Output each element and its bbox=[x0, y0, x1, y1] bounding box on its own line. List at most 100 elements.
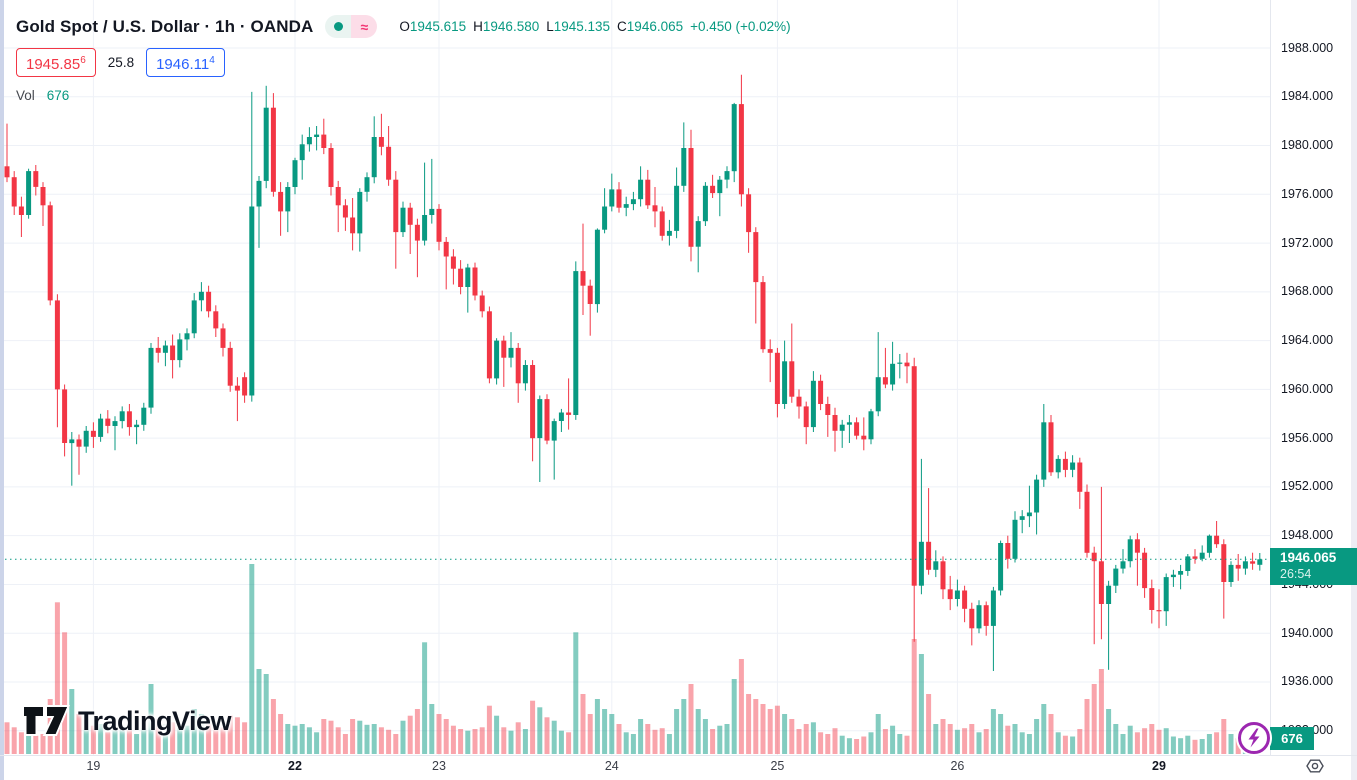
volume-bar bbox=[753, 699, 759, 754]
symbol-title[interactable]: Gold Spot / U.S. Dollar · 1h · OANDA bbox=[16, 16, 314, 36]
candle bbox=[1228, 561, 1234, 587]
candle bbox=[753, 227, 759, 324]
volume-axis-badge: 676 bbox=[1270, 727, 1314, 750]
candle bbox=[364, 172, 370, 202]
volume-bar bbox=[998, 714, 1004, 754]
sell-bid-button[interactable]: 1945.856 bbox=[16, 48, 96, 77]
candle bbox=[623, 196, 629, 217]
low-value: L1945.135 bbox=[546, 19, 611, 34]
candle bbox=[47, 201, 53, 306]
close-value: C1946.065 bbox=[617, 19, 684, 34]
candle bbox=[897, 354, 903, 379]
time-axis-separator bbox=[0, 755, 1357, 756]
candle bbox=[249, 91, 255, 402]
candle bbox=[508, 332, 514, 368]
candle bbox=[551, 418, 557, 480]
candle bbox=[1206, 534, 1212, 558]
volume-bar bbox=[983, 729, 989, 754]
market-status-pill[interactable]: ≈ bbox=[325, 15, 378, 38]
candle bbox=[40, 182, 46, 226]
volume-bar bbox=[76, 714, 82, 754]
volume-bar bbox=[134, 734, 140, 754]
buy-ask-button[interactable]: 1946.114 bbox=[146, 48, 225, 77]
volume-bar bbox=[1178, 738, 1184, 754]
candle bbox=[875, 332, 881, 417]
candle bbox=[321, 118, 327, 155]
volume-bar bbox=[609, 714, 615, 754]
candle bbox=[220, 323, 226, 357]
candle bbox=[746, 188, 752, 253]
volume-bar bbox=[940, 719, 946, 754]
candle bbox=[234, 377, 240, 422]
volume-bar bbox=[155, 719, 161, 754]
volume-bar bbox=[702, 719, 708, 754]
volume-bar bbox=[90, 725, 96, 754]
volume-bar bbox=[810, 722, 816, 754]
volume-bar bbox=[198, 714, 204, 754]
volume-bar bbox=[832, 728, 838, 754]
right-scrollbar-strip[interactable] bbox=[1351, 0, 1357, 780]
volume-bar bbox=[746, 694, 752, 754]
volume-bar bbox=[69, 689, 75, 754]
candle bbox=[378, 113, 384, 156]
candle bbox=[1178, 564, 1184, 590]
volume-bar bbox=[306, 727, 312, 754]
candle bbox=[458, 260, 464, 295]
volume-bar bbox=[947, 724, 953, 754]
time-axis-label: 25 bbox=[770, 759, 785, 773]
volume-bar bbox=[126, 729, 132, 754]
timezone-button[interactable] bbox=[1306, 757, 1324, 780]
candle bbox=[1120, 549, 1126, 574]
volume-bar bbox=[436, 714, 442, 754]
volume-bar bbox=[602, 709, 608, 754]
candle bbox=[206, 285, 212, 318]
candle bbox=[1034, 474, 1040, 535]
candle bbox=[774, 347, 780, 418]
candle bbox=[573, 261, 579, 420]
volume-bar bbox=[587, 714, 593, 754]
volume-bar bbox=[616, 724, 622, 754]
candle bbox=[1055, 455, 1061, 479]
volume-bar bbox=[249, 564, 255, 754]
volume-bar bbox=[897, 734, 903, 754]
candle bbox=[782, 340, 788, 409]
time-axis[interactable]: 19 22 23 24 25 26 29 bbox=[0, 756, 1357, 780]
candle bbox=[976, 600, 982, 634]
volume-bar bbox=[472, 729, 478, 754]
last-price-badge: 1946.065 26:54 bbox=[1270, 548, 1357, 586]
candle bbox=[119, 406, 125, 429]
volume-bar bbox=[256, 669, 262, 754]
candle bbox=[1041, 404, 1047, 487]
volume-bar bbox=[990, 709, 996, 754]
volume-bar bbox=[342, 734, 348, 754]
candle bbox=[328, 143, 334, 196]
instant-trading-button[interactable] bbox=[1236, 720, 1272, 761]
volume-bar bbox=[1026, 734, 1032, 754]
candle bbox=[155, 337, 161, 363]
tradingview-logo[interactable]: TradingView bbox=[22, 701, 232, 741]
candle bbox=[314, 126, 320, 151]
volume-bar bbox=[688, 684, 694, 754]
candle bbox=[278, 182, 284, 236]
candle bbox=[731, 102, 737, 183]
candle bbox=[983, 601, 989, 636]
price-axis-label: 1948.000 bbox=[1281, 528, 1334, 543]
candle bbox=[962, 585, 968, 623]
volume-bar bbox=[98, 724, 104, 754]
volume-bar bbox=[1214, 732, 1220, 754]
candle bbox=[177, 333, 183, 368]
candle bbox=[184, 328, 190, 351]
volume-bar bbox=[465, 730, 471, 754]
volume-bar bbox=[1098, 669, 1104, 754]
volume-bar bbox=[904, 735, 910, 754]
time-axis-label: 29 bbox=[1152, 759, 1166, 773]
candle bbox=[846, 415, 852, 443]
volume-bar bbox=[774, 705, 780, 754]
time-axis-label: 19 bbox=[86, 759, 101, 773]
volume-bar bbox=[580, 694, 586, 754]
price-axis[interactable]: 1988.000 1984.000 1980.000 1976.000 1972.000… bbox=[1271, 0, 1351, 755]
approx-wave-icon: ≈ bbox=[360, 18, 369, 35]
volume-bar bbox=[623, 732, 629, 754]
